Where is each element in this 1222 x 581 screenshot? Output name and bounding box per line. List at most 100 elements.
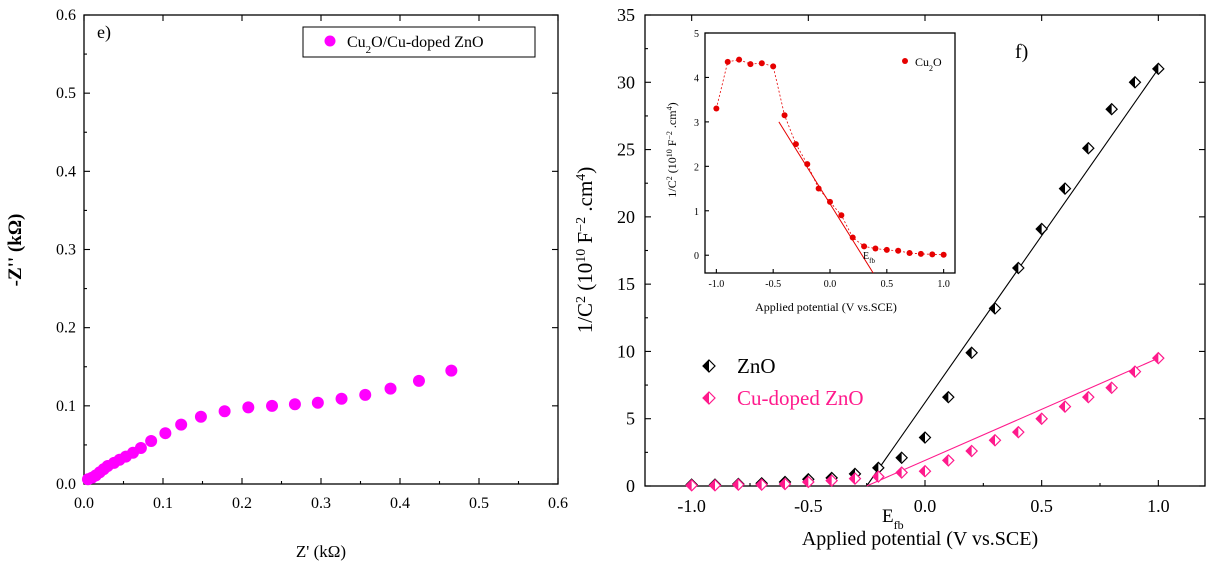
panel-e-y-tick-label: 0.3 xyxy=(56,242,76,259)
panel-f-x-tick-label: 1.0 xyxy=(1147,496,1170,516)
panel-f-cu-doped-point xyxy=(731,478,745,492)
panel-f-zno-point xyxy=(1128,75,1142,89)
inset-point xyxy=(861,243,868,250)
panel-f-zno-point-fill xyxy=(872,462,879,474)
inset-point xyxy=(781,112,788,119)
panel-f-cu-doped-point xyxy=(1128,365,1142,378)
panel-f-legend-cu-doped-zno: Cu-doped ZnO xyxy=(737,386,864,410)
inset-point xyxy=(736,56,743,63)
panel-f-cu-doped-point xyxy=(848,472,862,485)
panel-f-cu-doped-point xyxy=(871,470,885,483)
panel-f-cu-doped-point-fill xyxy=(896,467,902,479)
panel-e-point xyxy=(335,392,348,405)
inset-connecting-line xyxy=(715,59,944,256)
panel-f-legend-zno-marker xyxy=(702,359,716,373)
panel-f-zno-point-fill xyxy=(966,347,972,359)
panel-e-point xyxy=(288,398,301,411)
inset-efb-annotation: Efb xyxy=(863,251,875,265)
panel-f-zno-point-fill xyxy=(1106,103,1112,115)
panel-e-legend-marker xyxy=(324,35,336,47)
inset-point xyxy=(849,234,856,241)
inset-legend-label: Cu2O xyxy=(915,55,942,73)
panel-e-y-tick-label: 0.5 xyxy=(56,85,76,102)
inset-x-tick-label: -0.5 xyxy=(765,279,781,290)
panel-e-x-tick-label: 0.1 xyxy=(153,495,173,512)
panel-f-cu-doped-point xyxy=(1151,351,1165,365)
panel-e-y-tick-label: 0.0 xyxy=(56,476,76,493)
panel-f-zno-point xyxy=(1035,222,1049,236)
panel-e-point xyxy=(412,374,425,387)
inset-point xyxy=(883,246,890,253)
inset-x-tick-label: 0.0 xyxy=(824,279,837,290)
inset-data-points xyxy=(713,56,947,258)
panel-f-cu-doped-point-fill xyxy=(989,434,995,446)
panel-f-zno-point-fill xyxy=(989,302,995,314)
panel-f-zno-point-fill xyxy=(1059,183,1065,195)
panel-f-legend-cu-doped-marker xyxy=(702,391,716,405)
panel-f-fit-line-0 xyxy=(866,68,1159,487)
panel-e-x-tick-label: 0.6 xyxy=(548,495,568,512)
panel-f-y-axis-label: 1/C2 (1010 F−2 .cm4) xyxy=(573,167,597,334)
panel-e-x-tick-label: 0.0 xyxy=(74,495,94,512)
panel-f-legend-zno-marker-fill xyxy=(703,360,709,372)
panel-f-x-axis-label: Applied potential (V vs.SCE) xyxy=(802,528,1038,550)
panel-f-zno-point xyxy=(1105,102,1119,116)
panel-e-point xyxy=(445,364,458,377)
panel-f-y-tick-label: 10 xyxy=(617,341,635,361)
panel-f-cu-doped-point xyxy=(1011,425,1025,439)
panel-f-cu-doped-point xyxy=(708,478,722,492)
inset-y-axis-label: 1/C2 (1010 F−2 .cm4) xyxy=(665,102,680,197)
panel-f-cu-doped-point xyxy=(825,474,839,487)
panel-f-cu-doped-point xyxy=(778,477,792,491)
inset-point xyxy=(804,161,811,168)
inset-y-tick-label: 0 xyxy=(694,251,699,262)
panel-e-point xyxy=(242,401,255,414)
panel-f-zno-point xyxy=(1011,261,1025,275)
panel-f-cu-doped-point-fill xyxy=(826,475,832,487)
panel-f-cu-doped-point-fill xyxy=(919,465,925,477)
panel-f-legend-cu-doped-marker-fill xyxy=(703,392,709,404)
panel-e-label: e) xyxy=(97,22,111,43)
panel-f-zno-point-fill xyxy=(1129,76,1135,88)
panel-f-cu-doped-point xyxy=(801,475,815,489)
inset-point xyxy=(917,250,924,257)
inset-point xyxy=(758,60,765,67)
panel-f-cu-doped-point-fill xyxy=(1036,413,1042,425)
panel-e-y-tick-label: 0.4 xyxy=(56,163,76,180)
panel-e-point xyxy=(359,388,372,401)
panel-f-cu-doped-point-fill xyxy=(1012,426,1019,438)
panel-f-y-tick-label: 5 xyxy=(626,409,635,429)
inset-x-tick-label: 1.0 xyxy=(937,279,950,290)
panel-f-y-tick-label: 0 xyxy=(626,476,635,496)
panel-f-cu-doped-point-fill xyxy=(732,479,739,491)
panel-f-cu-doped-point xyxy=(895,466,909,479)
panel-f-x-tick-label: -0.5 xyxy=(794,496,823,516)
panel-e-point xyxy=(145,435,158,448)
panel-e-y-tick-label: 0.6 xyxy=(56,7,76,24)
panel-f-zno-point xyxy=(918,431,932,444)
panel-e-nyquist-plot: e) 0.0 0.1 0.2 0.3 0.4 0.5 0.60.00.10.20.30.40… xyxy=(5,7,568,561)
inset-point xyxy=(770,63,777,70)
panel-f-zno-point xyxy=(965,346,979,360)
panel-f-cu-doped-point xyxy=(965,444,979,458)
panel-f-cu-doped-point-fill xyxy=(942,454,949,466)
inset-y-tick-label: 3 xyxy=(694,118,699,129)
panel-f-cu-doped-point xyxy=(941,454,955,467)
inset-legend-marker xyxy=(902,58,908,64)
panel-e-x-tick-label: 0.2 xyxy=(232,495,252,512)
panel-f-zno-point xyxy=(988,302,1002,315)
panel-f-legend-zno: ZnO xyxy=(737,354,776,378)
inset-x-tick-label: -1.0 xyxy=(708,279,724,290)
panel-e-point xyxy=(194,410,207,423)
panel-e-y-tick-label: 0.1 xyxy=(56,398,76,415)
panel-f-zno-point-fill xyxy=(896,452,902,464)
panel-e-frame xyxy=(83,14,559,485)
panel-e-legend-box xyxy=(302,26,536,58)
inset-point xyxy=(815,185,822,192)
panel-f-data-points xyxy=(685,62,1165,492)
panel-e-y-tick-label: 0.2 xyxy=(56,320,76,337)
panel-f-cu-doped-point-fill xyxy=(756,479,762,491)
inset-fit-line xyxy=(778,121,874,274)
panel-f-zno-point-fill xyxy=(1036,223,1042,235)
